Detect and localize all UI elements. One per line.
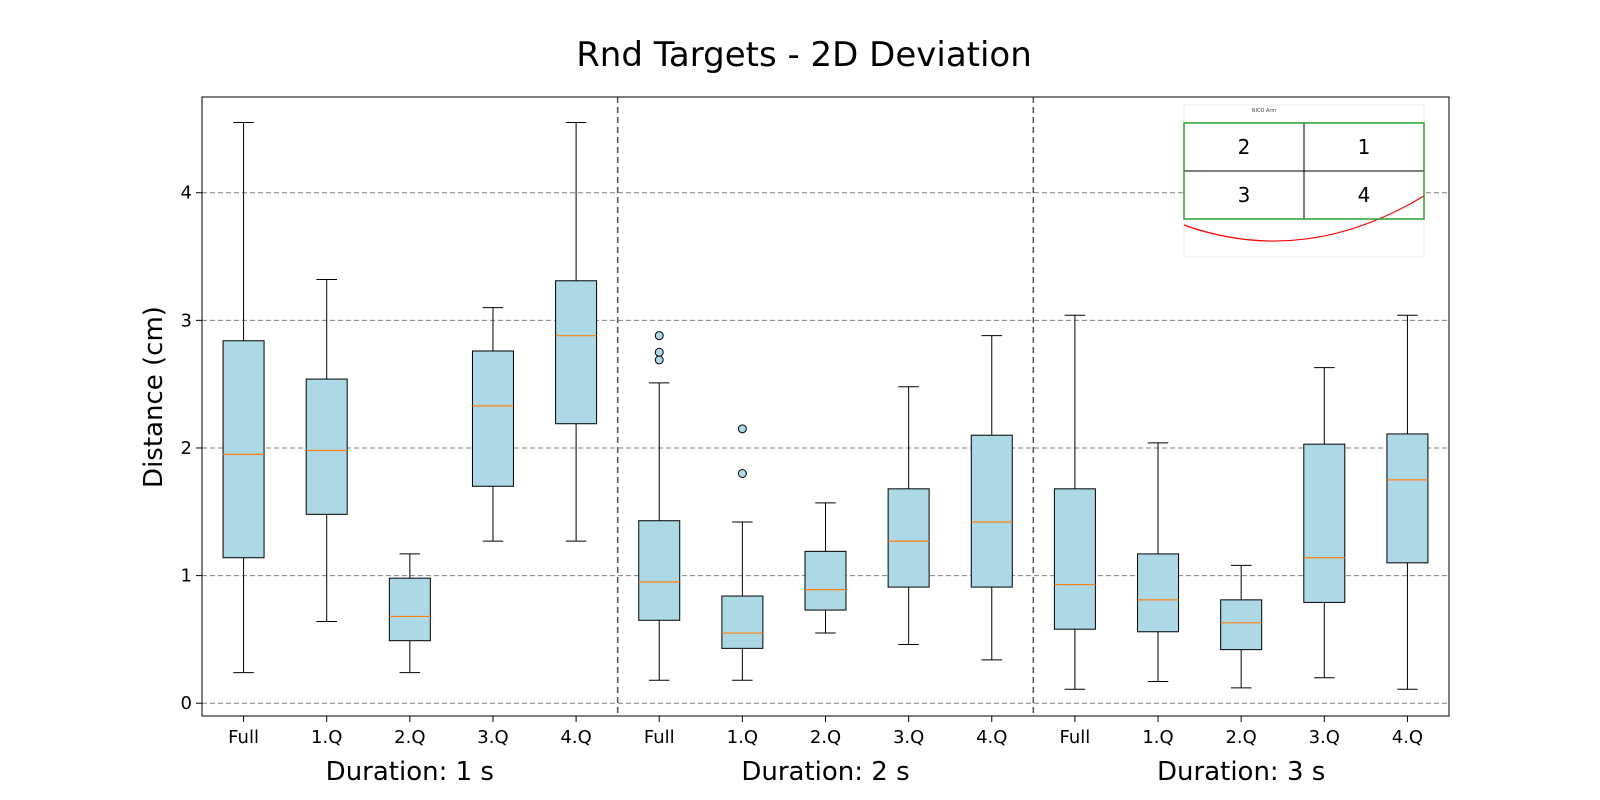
quadrant-label: 2	[1238, 135, 1251, 159]
iqr-box	[1137, 553, 1180, 633]
iqr-box	[305, 378, 348, 515]
iqr-box	[721, 595, 764, 649]
iqr-box	[804, 550, 847, 611]
x-tick-label: 4.Q	[976, 727, 1007, 748]
group-label: Duration: 1 s	[326, 757, 494, 787]
x-tick-label: 3.Q	[1309, 727, 1340, 748]
x-tick-label: 1.Q	[727, 727, 758, 748]
y-tick-label: 0	[181, 693, 192, 714]
box-2s-3q	[887, 386, 930, 646]
axes-layer: 0 1 2 3 4 Duration: 1 s Full 1.Q 2.Q 3.Q 4.Q Durati…	[181, 96, 1450, 787]
iqr-box	[1220, 599, 1263, 651]
outlier-point	[654, 347, 664, 357]
outlier-point	[737, 469, 747, 479]
box-1s-2q	[388, 553, 431, 674]
outlier-point	[737, 424, 747, 434]
quadrant-label: 3	[1238, 183, 1251, 207]
reach-curve	[1183, 195, 1425, 242]
quadrant-inset: NICO Arm 2 1 3 4	[1183, 104, 1425, 258]
box-1s-full	[222, 122, 265, 674]
iqr-box	[555, 280, 598, 425]
iqr-box	[887, 488, 930, 588]
box-3s-3q	[1303, 367, 1346, 679]
chart-title: Rnd Targets - 2D Deviation	[576, 35, 1032, 75]
box-2s-1q	[721, 424, 764, 681]
x-tick-label: 2.Q	[810, 727, 841, 748]
x-tick-label: 4.Q	[1392, 727, 1423, 748]
x-tick-label: 2.Q	[394, 727, 425, 748]
y-axis-label: Distance (cm)	[139, 306, 169, 488]
x-tick-label: 3.Q	[893, 727, 924, 748]
x-tick-label: 2.Q	[1225, 727, 1256, 748]
box-3s-4q	[1386, 314, 1429, 690]
boxes-layer	[222, 122, 1429, 690]
iqr-box	[638, 520, 681, 621]
x-tick-label: 4.Q	[560, 727, 591, 748]
iqr-box	[1303, 443, 1346, 603]
outlier-point	[654, 355, 664, 365]
plot-frame	[201, 96, 1450, 717]
group-label: Duration: 3 s	[1157, 757, 1325, 787]
box-1s-4q	[555, 122, 598, 542]
y-tick-label: 2	[181, 438, 192, 459]
iqr-box	[1053, 488, 1096, 630]
iqr-box	[388, 577, 431, 642]
iqr-box	[1386, 433, 1429, 564]
quadrant-frame	[1183, 122, 1425, 220]
box-3s-2q	[1220, 564, 1263, 689]
x-tick-label: 1.Q	[311, 727, 342, 748]
box-3s-full	[1053, 314, 1096, 690]
outlier-point	[654, 331, 664, 341]
group-separators	[616, 97, 1035, 716]
box-2s-full	[638, 331, 681, 681]
box-2s-2q	[804, 502, 847, 634]
box-3s-1q	[1137, 442, 1180, 683]
box-2s-4q	[970, 335, 1013, 661]
x-tick-label: 3.Q	[477, 727, 508, 748]
box-1s-1q	[305, 279, 348, 623]
x-tick-label: 1.Q	[1142, 727, 1173, 748]
y-tick-label: 1	[181, 566, 192, 587]
iqr-box	[471, 350, 514, 487]
inset-caption: NICO Arm	[1252, 108, 1277, 114]
x-tick-label: Full	[1060, 727, 1091, 748]
box-1s-3q	[471, 307, 514, 542]
quadrant-label: 1	[1358, 135, 1371, 159]
y-tick-label: 3	[181, 310, 192, 331]
x-tick-label: Full	[228, 727, 259, 748]
y-tick-label: 4	[181, 183, 192, 204]
iqr-box	[970, 434, 1013, 588]
x-tick-label: Full	[644, 727, 675, 748]
group-label: Duration: 2 s	[741, 757, 909, 787]
quadrant-label: 4	[1358, 183, 1371, 207]
iqr-box	[222, 340, 265, 559]
